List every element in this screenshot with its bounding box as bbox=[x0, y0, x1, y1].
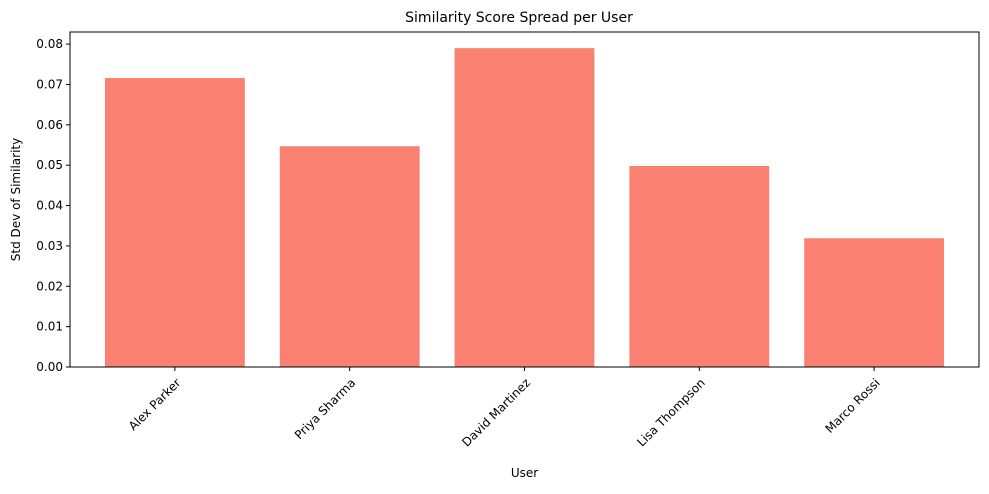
plot-area-frame bbox=[69, 31, 980, 368]
y-tick-label: 0.00 bbox=[36, 360, 63, 374]
x-axis-ticks: Alex Parker Priya Sharma David Martinez Lis… bbox=[126, 367, 883, 450]
bar-lisa-thompson bbox=[629, 166, 770, 367]
y-tick-label: 0.06 bbox=[36, 118, 63, 132]
bars-layer bbox=[104, 48, 945, 367]
bar-alex-parker bbox=[104, 78, 245, 367]
x-tick-label: David Martinez bbox=[459, 376, 533, 450]
y-tick-label: 0.02 bbox=[36, 279, 63, 293]
chart-title: Similarity Score Spread per User bbox=[405, 10, 633, 26]
bar-priya-sharma bbox=[279, 146, 420, 367]
y-tick-label: 0.04 bbox=[36, 199, 63, 213]
x-tick-label: Lisa Thompson bbox=[634, 376, 708, 450]
y-axis-ticks: 0.00 0.01 0.02 0.03 0.04 0.05 0.06 0.07 0.08 bbox=[36, 37, 70, 374]
x-tick-label: Marco Rossi bbox=[823, 376, 883, 436]
bar-marco-rossi bbox=[804, 238, 945, 367]
y-tick-label: 0.03 bbox=[36, 239, 63, 253]
y-tick-label: 0.07 bbox=[36, 77, 63, 91]
y-axis-label: Std Dev of Similarity bbox=[9, 138, 23, 261]
y-tick-label: 0.05 bbox=[36, 158, 63, 172]
x-axis-label: User bbox=[511, 466, 538, 480]
y-tick-label: 0.01 bbox=[36, 320, 63, 334]
bar-david-martinez bbox=[454, 48, 595, 367]
x-tick-label: Priya Sharma bbox=[292, 376, 358, 442]
y-tick-label: 0.08 bbox=[36, 37, 63, 51]
x-tick-label: Alex Parker bbox=[126, 376, 184, 434]
